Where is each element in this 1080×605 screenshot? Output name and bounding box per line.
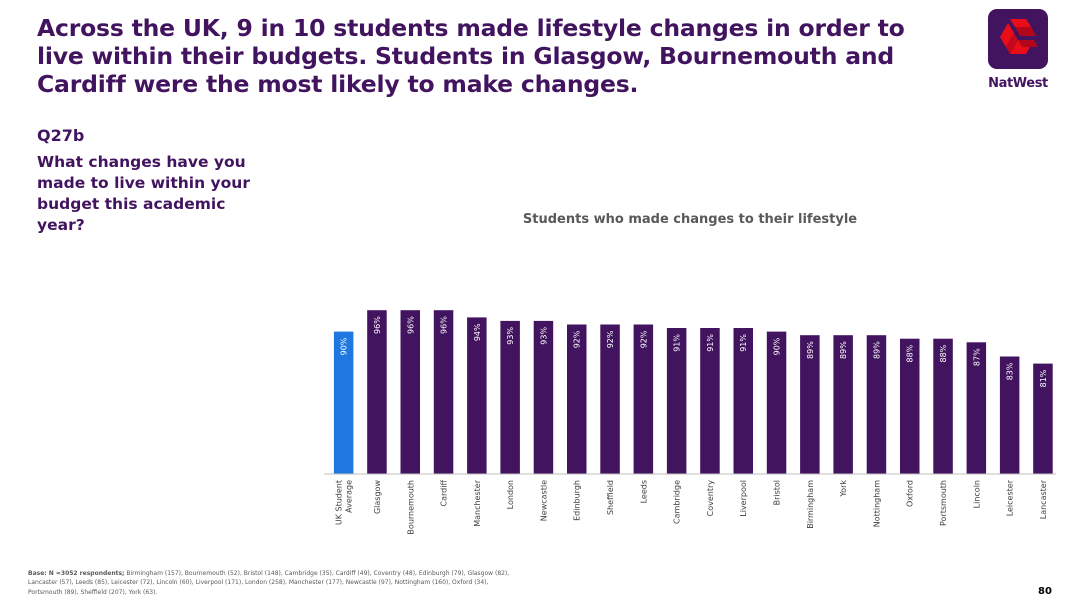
category-label: Bristol <box>773 480 782 505</box>
bar-newcastle <box>533 320 554 474</box>
bar-birmingham <box>800 335 820 474</box>
natwest-cubes-icon <box>988 9 1048 69</box>
category-label: Edinburgh <box>573 480 582 521</box>
data-label: 96% <box>440 316 449 334</box>
labels-layer: 90% UK Student Average 96% Glasgow 96% Bournem… <box>335 316 1048 535</box>
bar-edinburgh <box>567 324 587 474</box>
bars-layer <box>333 310 1053 474</box>
data-label: 92% <box>639 330 648 348</box>
category-label: Coventry <box>706 480 715 517</box>
bar-cardiff <box>433 310 454 474</box>
data-label: 89% <box>872 341 881 359</box>
bar-bristol <box>766 331 787 474</box>
base-note: Base: N =3052 respondents; Birmingham (1… <box>28 569 518 597</box>
data-label: 89% <box>806 341 815 359</box>
category-label: Liverpool <box>739 480 748 517</box>
bar-leicester <box>999 356 1020 474</box>
bar-oxford <box>900 338 920 474</box>
bar-glasgow <box>367 310 387 474</box>
natwest-logo: NatWest <box>986 9 1050 95</box>
data-label: 92% <box>606 330 615 348</box>
base-text: Birmingham (157), Bournemouth (52), Bris… <box>28 570 510 596</box>
data-label: 96% <box>373 316 382 334</box>
category-label: Leeds <box>639 480 648 503</box>
data-label: 87% <box>972 348 981 366</box>
chart-title: Students who made changes to their lifes… <box>522 212 858 227</box>
data-label: 94% <box>473 323 482 341</box>
category-label: Cambridge <box>673 480 682 524</box>
bar-bournemouth <box>400 310 420 474</box>
bar-manchester <box>467 317 487 474</box>
data-label: 90% <box>773 337 782 355</box>
bar-lancaster <box>1033 363 1053 474</box>
bar-portsmouth <box>933 338 953 474</box>
category-label: Nottingham <box>872 480 881 527</box>
data-label: 91% <box>706 334 715 352</box>
data-label: 89% <box>839 341 848 359</box>
slide-headline: Across the UK, 9 in 10 students made lif… <box>37 14 905 98</box>
data-label: 88% <box>939 344 948 362</box>
category-label: Lancaster <box>1039 479 1048 519</box>
category-label: UK Student <box>335 480 344 525</box>
bar-london <box>500 320 520 474</box>
category-label: Lincoln <box>972 480 981 508</box>
bar-leeds <box>633 324 654 474</box>
category-label: Cardiff <box>440 480 449 507</box>
data-label: 90% <box>340 337 349 355</box>
question-text: What changes have you made to live withi… <box>37 153 250 234</box>
category-label: London <box>506 480 515 509</box>
data-label: 88% <box>906 344 915 362</box>
data-label: 83% <box>1006 362 1015 380</box>
bar-coventry <box>700 328 720 474</box>
data-label: 91% <box>673 334 682 352</box>
category-label: Glasgow <box>373 480 382 514</box>
category-label: Manchester <box>473 479 482 526</box>
category-label: Birmingham <box>806 480 815 529</box>
bar-cambridge <box>666 328 687 474</box>
question-code: Q27b <box>37 126 85 145</box>
category-label: Leicester <box>1006 479 1015 516</box>
base-label: Base: N =3052 respondents; <box>28 570 125 577</box>
data-label: 93% <box>539 327 548 345</box>
bar-chart: 90% UK Student Average 96% Glasgow 96% Bournem… <box>324 310 1056 535</box>
data-label: 81% <box>1039 369 1048 387</box>
category-label: Sheffield <box>606 480 615 515</box>
category-label: Average <box>345 480 354 513</box>
category-label: Oxford <box>906 480 915 507</box>
category-label: Newcastle <box>539 480 548 521</box>
category-label: York <box>839 480 848 498</box>
bar-liverpool <box>733 328 753 474</box>
category-label: Portsmouth <box>939 480 948 526</box>
data-label: 91% <box>739 334 748 352</box>
data-label: 96% <box>406 316 415 334</box>
bar-york <box>833 335 853 474</box>
bar-lincoln <box>966 342 987 474</box>
category-label: Bournemouth <box>406 480 415 535</box>
bar-uk-student-average <box>333 331 354 474</box>
page-number: 80 <box>1038 586 1052 597</box>
brand-name: NatWest <box>988 76 1048 91</box>
data-label: 92% <box>573 330 582 348</box>
data-label: 93% <box>506 327 515 345</box>
bar-nottingham <box>866 335 887 474</box>
bar-sheffield <box>600 324 620 474</box>
